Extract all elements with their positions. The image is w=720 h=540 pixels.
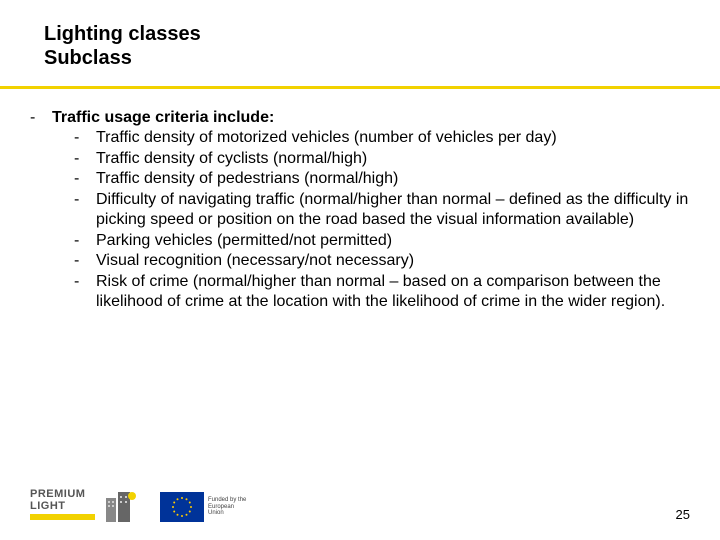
- bullet-dash: -: [74, 149, 96, 169]
- bullet-dash: -: [74, 128, 96, 148]
- bullet-level2: -Traffic density of motorized vehicles (…: [74, 128, 690, 148]
- level2-text: Risk of crime (normal/higher than normal…: [96, 272, 690, 313]
- title-line-2: Subclass: [44, 46, 690, 70]
- level2-list: -Traffic density of motorized vehicles (…: [30, 128, 690, 312]
- bullet-dash: -: [30, 108, 52, 128]
- logo-yellow-bar: [30, 514, 95, 520]
- level2-text: Traffic density of pedestrians (normal/h…: [96, 169, 690, 189]
- footer: PREMIUM LIGHT: [30, 478, 690, 528]
- bullet-dash: -: [74, 251, 96, 271]
- bullet-level2: -Parking vehicles (permitted/not permitt…: [74, 231, 690, 251]
- eu-flag-icon: [160, 492, 204, 522]
- bullet-level2: -Risk of crime (normal/higher than norma…: [74, 272, 690, 313]
- eu-funding-logo: Funded by the European Union: [160, 490, 250, 524]
- level2-text: Traffic density of cyclists (normal/high…: [96, 149, 690, 169]
- content-block: - Traffic usage criteria include: -Traff…: [30, 108, 690, 313]
- bullet-dash: -: [74, 272, 96, 313]
- title-line-1: Lighting classes: [44, 22, 690, 46]
- bullet-dash: -: [74, 190, 96, 231]
- level2-text: Traffic density of motorized vehicles (n…: [96, 128, 690, 148]
- level2-text: Difficulty of navigating traffic (normal…: [96, 190, 690, 231]
- divider-bar: [0, 86, 720, 89]
- bullet-level2: -Difficulty of navigating traffic (norma…: [74, 190, 690, 231]
- page-number: 25: [676, 507, 690, 522]
- level2-text: Visual recognition (necessary/not necess…: [96, 251, 690, 271]
- bullet-level2: -Traffic density of cyclists (normal/hig…: [74, 149, 690, 169]
- level2-text: Parking vehicles (permitted/not permitte…: [96, 231, 690, 251]
- bullet-dash: -: [74, 169, 96, 189]
- building-icon: [102, 490, 138, 524]
- bullet-level1: - Traffic usage criteria include:: [30, 108, 690, 128]
- bullet-level2: -Traffic density of pedestrians (normal/…: [74, 169, 690, 189]
- bullet-dash: -: [74, 231, 96, 251]
- slide: Lighting classes Subclass - Traffic usag…: [0, 0, 720, 540]
- premium-light-logo: PREMIUM LIGHT: [30, 488, 140, 524]
- title-block: Lighting classes Subclass: [44, 22, 690, 70]
- level1-heading: Traffic usage criteria include:: [52, 108, 690, 128]
- bullet-level2: -Visual recognition (necessary/not neces…: [74, 251, 690, 271]
- eu-caption: Funded by the European Union: [208, 497, 248, 517]
